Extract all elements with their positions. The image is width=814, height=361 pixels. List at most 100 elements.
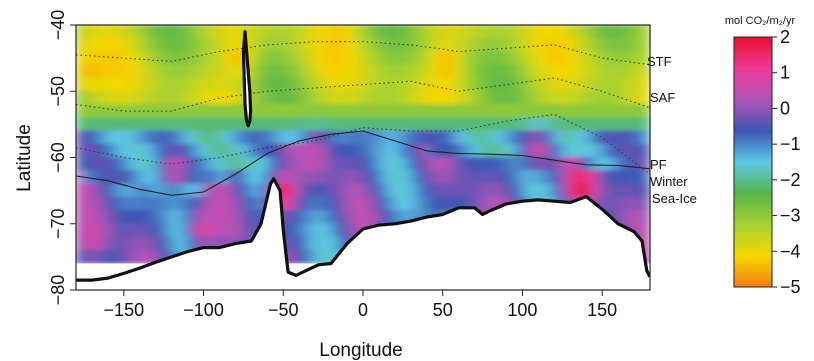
heatmap-cell xyxy=(439,143,447,158)
heatmap-cell xyxy=(113,170,122,185)
heatmap-cell xyxy=(164,223,173,238)
heatmap-cell xyxy=(101,210,109,225)
heatmap-cell xyxy=(585,25,594,39)
heatmap-cell xyxy=(177,130,185,145)
heatmap-cell xyxy=(623,51,632,66)
heatmap-cell xyxy=(541,183,549,198)
heatmap-cell xyxy=(203,236,211,251)
heatmap-cell xyxy=(617,130,625,145)
heatmap-cell xyxy=(132,104,141,119)
heatmap-cell xyxy=(572,183,581,198)
heatmap-cell xyxy=(152,236,160,251)
heatmap-cell xyxy=(292,183,300,198)
heatmap-cell xyxy=(88,196,96,211)
heatmap-cell xyxy=(388,77,396,92)
heatmap-cell xyxy=(611,170,619,185)
heatmap-cell xyxy=(515,130,523,145)
heatmap-cell xyxy=(196,196,205,211)
heatmap-cell xyxy=(470,143,479,158)
heatmap-cell xyxy=(298,104,307,119)
heatmap-cell xyxy=(381,210,390,225)
heatmap-cell xyxy=(572,51,581,66)
heatmap-cell xyxy=(152,196,160,211)
heatmap-cell xyxy=(509,25,517,39)
heatmap-cell xyxy=(311,183,319,198)
heatmap-cell xyxy=(190,117,198,132)
heatmap-cell xyxy=(566,25,574,39)
heatmap-cell xyxy=(196,117,205,132)
heatmap-cell xyxy=(177,104,185,119)
heatmap-cell xyxy=(183,64,192,79)
heatmap-cell xyxy=(343,90,351,105)
heatmap-cell xyxy=(623,90,632,105)
heatmap-cell xyxy=(458,25,466,39)
heatmap-cell xyxy=(343,25,351,39)
heatmap-cell xyxy=(515,37,523,52)
heatmap-cell xyxy=(101,223,109,238)
heatmap-cell xyxy=(464,37,472,52)
heatmap-cell xyxy=(88,130,96,145)
heatmap-cell xyxy=(515,183,523,198)
heatmap-cell xyxy=(120,25,128,39)
heatmap-cell xyxy=(273,37,281,52)
heatmap-cell xyxy=(222,51,230,66)
heatmap-cell xyxy=(426,90,434,105)
heatmap-cell xyxy=(502,183,511,198)
heatmap-cell xyxy=(292,210,300,225)
heatmap-cell xyxy=(439,90,447,105)
heatmap-cell xyxy=(617,90,625,105)
heatmap-cell xyxy=(349,170,358,185)
heatmap-cell xyxy=(496,90,504,105)
heatmap-cell xyxy=(407,130,415,145)
heatmap-cell xyxy=(228,64,236,79)
heatmap-cell xyxy=(273,25,281,39)
heatmap-cell xyxy=(324,210,332,225)
heatmap-cell xyxy=(266,64,275,79)
heatmap-cell xyxy=(247,25,256,39)
heatmap-cell xyxy=(496,64,504,79)
heatmap-cell xyxy=(196,130,205,145)
heatmap-cell xyxy=(604,104,613,119)
heatmap-cell xyxy=(470,90,479,105)
heatmap-cell xyxy=(394,196,402,211)
heatmap-cell xyxy=(343,64,351,79)
heatmap-cell xyxy=(356,117,364,132)
heatmap-cell xyxy=(611,210,619,225)
heatmap-cell xyxy=(464,77,472,92)
heatmap-cell xyxy=(496,143,504,158)
heatmap-cell xyxy=(349,37,358,52)
heatmap-cell xyxy=(177,196,185,211)
heatmap-cell xyxy=(426,196,434,211)
heatmap-cell xyxy=(419,104,428,119)
heatmap-cell xyxy=(158,183,166,198)
heatmap-cell xyxy=(330,143,338,158)
front-label-saf: SAF xyxy=(650,90,675,105)
heatmap-cell xyxy=(502,157,511,172)
heatmap-cell xyxy=(534,90,543,105)
heatmap-cell xyxy=(509,143,517,158)
x-tick-label: 100 xyxy=(507,300,537,320)
heatmap-cell xyxy=(292,77,300,92)
heatmap-cell xyxy=(368,25,377,39)
heatmap-cell xyxy=(547,104,555,119)
heatmap-cell xyxy=(317,90,326,105)
heatmap-cell xyxy=(190,37,198,52)
heatmap-cell xyxy=(330,51,338,66)
heatmap-cell xyxy=(643,223,650,238)
heatmap-cell xyxy=(432,143,441,158)
heatmap-cell xyxy=(490,90,498,105)
heatmap-cell xyxy=(305,236,313,251)
heatmap-cell xyxy=(349,51,358,66)
heatmap-cell xyxy=(400,104,409,119)
heatmap-cell xyxy=(88,25,96,39)
heatmap-cell xyxy=(643,25,650,39)
heatmap-cell xyxy=(254,143,262,158)
heatmap-cell xyxy=(490,77,498,92)
heatmap-cell xyxy=(330,210,338,225)
heatmap-cell xyxy=(515,64,523,79)
heatmap-cell xyxy=(158,223,166,238)
heatmap-cell xyxy=(604,64,613,79)
heatmap-cell xyxy=(222,183,230,198)
heatmap-cell xyxy=(190,104,198,119)
